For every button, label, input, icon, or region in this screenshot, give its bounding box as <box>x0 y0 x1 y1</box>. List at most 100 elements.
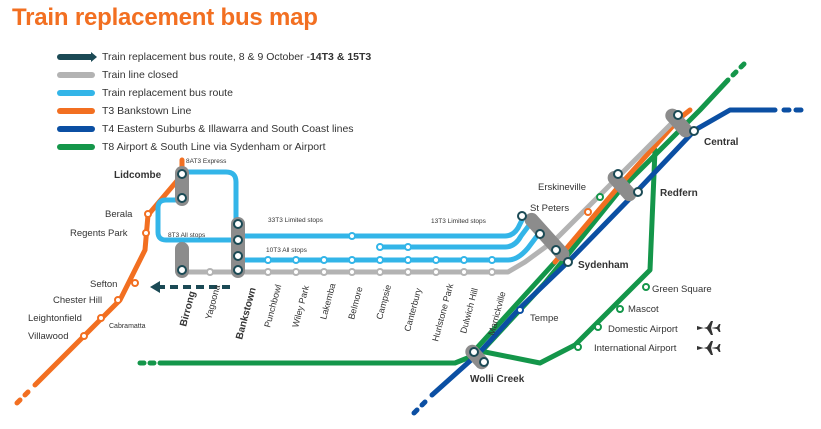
bankstown-dot-1 <box>233 219 243 229</box>
t4-line-ends <box>411 107 804 416</box>
cabramatta-label: Cabramatta <box>109 323 146 330</box>
bankstown-dot-3 <box>233 251 243 261</box>
dark-bus-route <box>150 281 230 293</box>
bankstown-interchange <box>231 217 245 278</box>
regents-park-label: Regents Park <box>70 228 128 239</box>
bankstown-dot-4 <box>233 265 243 275</box>
hurlstone-park-dot <box>432 256 440 264</box>
redfern-label: Redfern <box>660 188 698 199</box>
st-peters-dot-3 <box>551 245 561 255</box>
lakemba-label: Lakemba <box>318 282 337 320</box>
central-label: Central <box>704 137 739 148</box>
punchbowl-dot <box>264 256 272 264</box>
closed-line-swatch <box>57 72 95 78</box>
canterbury-dot <box>404 256 412 264</box>
chester-hill-dot <box>114 296 122 304</box>
villawood-dot <box>80 332 88 340</box>
wolli-creek-dot-2 <box>479 357 489 367</box>
st-peters-dot-1 <box>517 211 527 221</box>
erskineville-interchange <box>607 170 637 202</box>
tempe-label: Tempe <box>530 313 559 324</box>
canterbury-closed-dot <box>404 268 412 276</box>
limited-13-route <box>377 221 533 250</box>
t3-line <box>32 107 693 388</box>
sydenham-dot <box>563 257 573 267</box>
berala-dot <box>144 210 152 218</box>
bankstown-dot-2 <box>233 235 243 245</box>
legend-item: Train line closed <box>57 66 371 84</box>
international-airport-dot <box>574 343 582 351</box>
erskineville-t8-dot <box>596 193 604 201</box>
birrong-dot <box>177 265 187 275</box>
belmore-label: Belmore <box>346 286 364 321</box>
lidcombe-dot <box>177 169 187 179</box>
legend-item: Train replacement bus route <box>57 84 371 102</box>
sydenham-label: Sydenham <box>578 260 629 271</box>
limited-13-label: 13T3 Limited stops <box>431 218 487 225</box>
chester-hill-label: Chester Hill <box>53 295 102 306</box>
dark-route-swatch <box>57 52 97 62</box>
hurlstone-park-label: Hurlstone Park <box>430 282 455 343</box>
international-airport-label: International Airport <box>594 343 677 354</box>
legend-label: T4 Eastern Suburbs & Illawarra and South… <box>102 123 354 135</box>
legend-label: T3 Bankstown Line <box>102 105 192 117</box>
wiley-park-dot <box>292 256 300 264</box>
wiley-park-label: Wiley Park <box>290 284 311 329</box>
regents-park-dot <box>142 229 150 237</box>
leightonfield-dot <box>97 314 105 322</box>
canterbury-dot-2 <box>404 243 412 251</box>
legend: Train replacement bus route, 8 & 9 Octob… <box>57 48 371 156</box>
express-route-label: 8AT3 Express <box>186 158 227 165</box>
express-route <box>179 169 239 238</box>
bus-routes <box>155 169 543 263</box>
central-interchange <box>665 108 693 138</box>
erskineville-dot <box>584 208 592 216</box>
marrickville-closed-dot <box>488 268 496 276</box>
bus-route-swatch <box>57 90 95 96</box>
sefton-label: Sefton <box>90 279 117 290</box>
leightonfield-label: Leightonfield <box>28 313 82 324</box>
green-square-dot <box>642 283 650 291</box>
legend-item: Train replacement bus route, 8 & 9 Octob… <box>57 48 371 66</box>
redfern-dot <box>633 187 643 197</box>
erskineville-int-dot <box>613 169 623 179</box>
tempe-dot <box>516 306 524 314</box>
hurlstone-closed-dot <box>432 268 440 276</box>
lakemba-closed-dot <box>320 268 328 276</box>
berala-label: Berala <box>105 209 133 220</box>
wolli-creek-label: Wolli Creek <box>470 374 525 385</box>
villawood-label: Villawood <box>28 331 69 342</box>
mascot-dot <box>616 305 624 313</box>
central-dot-2 <box>689 126 699 136</box>
lidcombe-dot-2 <box>177 193 187 203</box>
legend-label: Train replacement bus route <box>102 87 233 99</box>
airport-icons <box>697 321 721 355</box>
st-peters-dot-2 <box>535 229 545 239</box>
campsie-dot <box>376 256 384 264</box>
belmore-dot <box>348 256 356 264</box>
map-title: Train replacement bus map <box>12 4 318 31</box>
wiley-park-closed-dot <box>292 268 300 276</box>
belmore-closed-dot <box>348 268 356 276</box>
canterbury-label: Canterbury <box>402 286 423 332</box>
all-stops-8-label: 8T3 All stops <box>168 232 206 239</box>
dulwich-hill-label: Dulwich Hill <box>458 287 480 335</box>
legend-label: Train replacement bus route, 8 & 9 Octob… <box>102 51 310 63</box>
t4-line-swatch <box>57 126 95 132</box>
domestic-airport-label: Domestic Airport <box>608 324 678 335</box>
campsie-closed-dot <box>376 268 384 276</box>
wolli-creek-dot-1 <box>469 347 479 357</box>
t3-line-swatch <box>57 108 95 114</box>
belmore-dot-2 <box>348 232 356 240</box>
all-stops-10-route <box>237 229 543 263</box>
mascot-label: Mascot <box>628 304 659 315</box>
plane-icon <box>697 321 721 335</box>
limited-33-route <box>237 217 525 239</box>
dulwich-closed-dot <box>460 268 468 276</box>
t8-line-swatch <box>57 144 95 150</box>
sefton-dot <box>131 279 139 287</box>
limited-33-label: 33T3 Limited stops <box>268 217 324 224</box>
t4-line <box>429 107 778 398</box>
all-stops-10-label: 10T3 All stops <box>266 247 308 254</box>
